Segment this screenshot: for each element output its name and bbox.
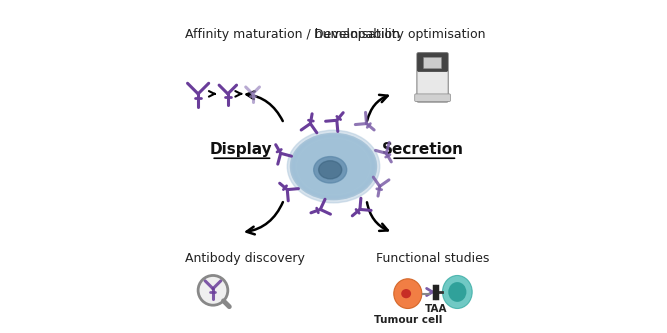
- Circle shape: [198, 275, 228, 305]
- Ellipse shape: [394, 279, 422, 308]
- Ellipse shape: [291, 134, 376, 199]
- Ellipse shape: [442, 275, 472, 308]
- Text: Developability optimisation: Developability optimisation: [314, 28, 486, 41]
- FancyBboxPatch shape: [415, 94, 450, 102]
- Ellipse shape: [319, 161, 342, 179]
- Text: Affinity maturation / humanisation: Affinity maturation / humanisation: [185, 28, 400, 41]
- FancyBboxPatch shape: [424, 57, 442, 69]
- Ellipse shape: [294, 136, 373, 197]
- Text: TAA: TAA: [426, 304, 448, 314]
- Ellipse shape: [295, 137, 372, 196]
- Ellipse shape: [313, 157, 347, 183]
- Text: Functional studies: Functional studies: [376, 252, 490, 265]
- Text: Secretion: Secretion: [382, 143, 464, 158]
- Text: Antibody discovery: Antibody discovery: [185, 252, 305, 265]
- Ellipse shape: [293, 135, 374, 198]
- Ellipse shape: [448, 282, 466, 302]
- Ellipse shape: [295, 137, 372, 196]
- FancyBboxPatch shape: [417, 53, 448, 102]
- Ellipse shape: [287, 130, 380, 203]
- Ellipse shape: [292, 135, 375, 198]
- FancyBboxPatch shape: [418, 53, 448, 71]
- Text: Display: Display: [209, 143, 272, 158]
- Ellipse shape: [401, 289, 411, 298]
- Text: Tumour cell: Tumour cell: [374, 315, 442, 325]
- Ellipse shape: [291, 134, 376, 199]
- Ellipse shape: [296, 138, 371, 195]
- Ellipse shape: [291, 134, 376, 199]
